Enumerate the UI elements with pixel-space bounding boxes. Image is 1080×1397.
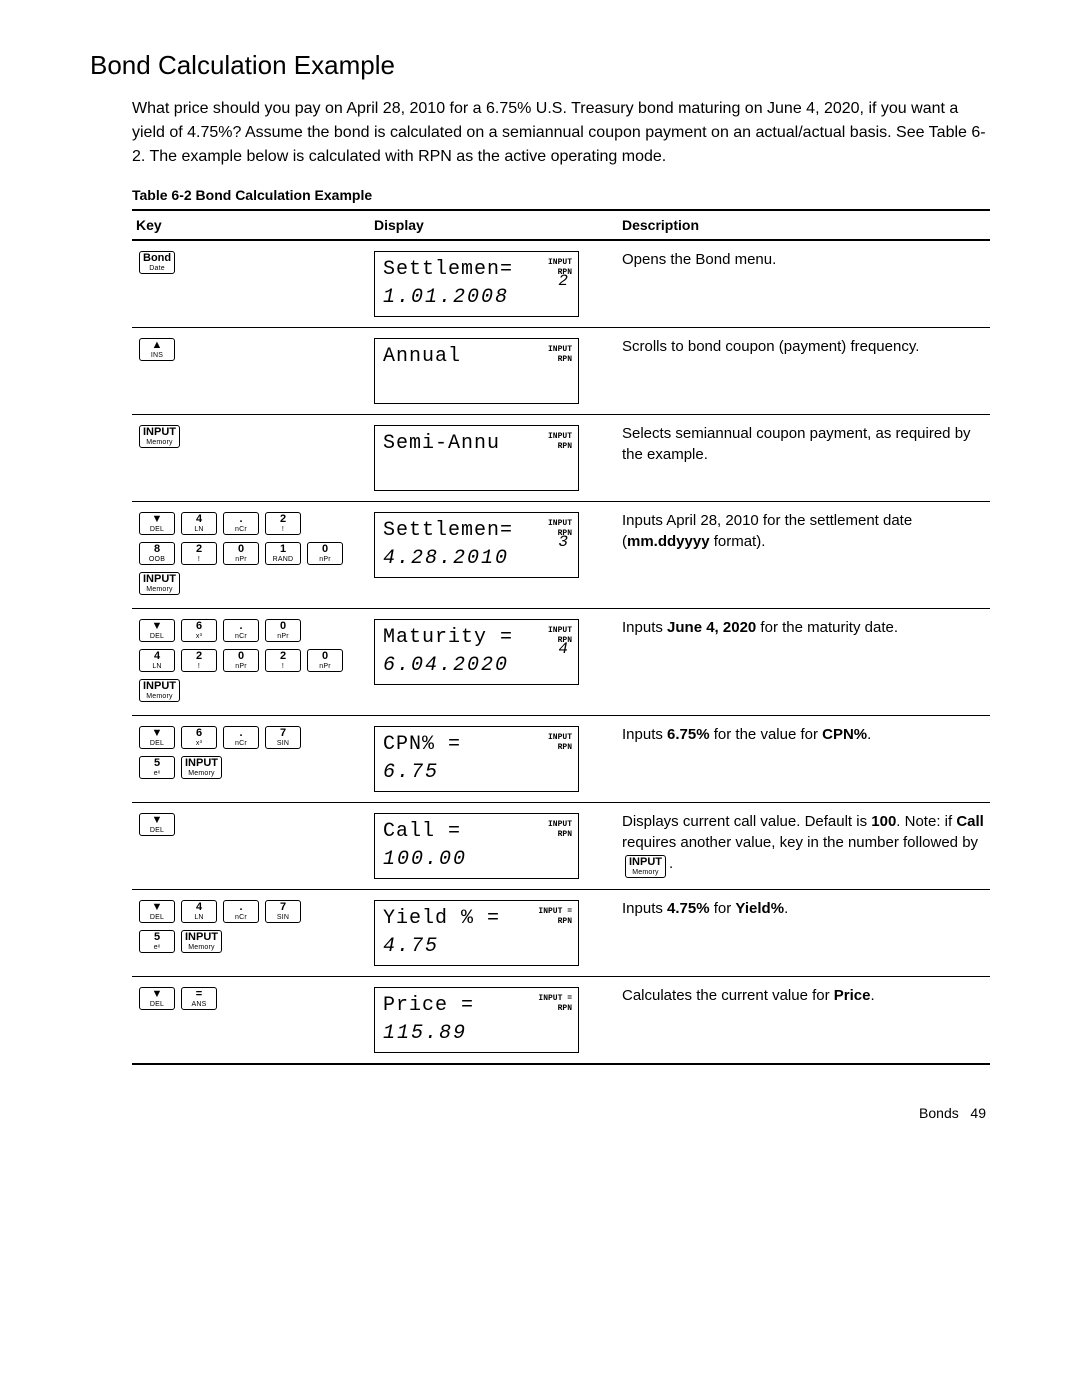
table-row: ▼DEL 4LN .nCr 2! 8OOB 2! 0nPr 1RAND 0nPr INPUTMem… (132, 502, 990, 609)
calc-key: 4LN (181, 512, 217, 535)
calc-key: 0nPr (223, 542, 259, 565)
table-row: ▼DEL INPUTRPNCall =100.00 Displays current… (132, 803, 990, 890)
row-description: Selects semiannual coupon payment, as re… (618, 415, 990, 502)
calc-key: =ANS (181, 987, 217, 1010)
calc-key: 0nPr (307, 542, 343, 565)
table-row: ▼DEL 4LN .nCr 7SIN 5eˣ INPUTMemory INPUT =RPNY… (132, 890, 990, 977)
calc-key: BondDate (139, 251, 175, 274)
calc-key: 5eˣ (139, 930, 175, 953)
row-description: Scrolls to bond coupon (payment) frequen… (618, 328, 990, 415)
calc-screen: INPUTRPN4Maturity =6.04.2020 (374, 619, 579, 685)
calc-screen: INPUTRPNAnnual (374, 338, 579, 404)
table-row: BondDate INPUTRPN2Settlemen=1.01.2008 Open… (132, 240, 990, 328)
row-description: Inputs 6.75% for the value for CPN%. (618, 716, 990, 803)
bond-calc-table: Key Display Description BondDate INPUTRPN… (132, 209, 990, 1065)
calc-key: 4LN (181, 900, 217, 923)
table-row: ▼DEL =ANS INPUT =RPNPrice =115.89 Calculate… (132, 977, 990, 1065)
calc-key: .nCr (223, 512, 259, 535)
calc-key: 7SIN (265, 900, 301, 923)
calc-screen: INPUTRPNCall =100.00 (374, 813, 579, 879)
calc-key: 0nPr (265, 619, 301, 642)
footer-section: Bonds (919, 1105, 959, 1121)
calc-key: INPUTMemory (181, 756, 222, 779)
calc-key: ▼DEL (139, 813, 175, 836)
calc-screen: INPUTRPNSemi-Annu (374, 425, 579, 491)
calc-key: 6x³ (181, 726, 217, 749)
intro-paragraph: What price should you pay on April 28, 2… (132, 97, 990, 169)
calc-key: 2! (265, 512, 301, 535)
calc-key: INPUTMemory (139, 572, 180, 595)
input-key-inline: INPUTMemory (625, 855, 666, 878)
calc-key: INPUTMemory (139, 679, 180, 702)
footer-page: 49 (970, 1105, 986, 1121)
col-display: Display (370, 210, 618, 240)
calc-key: ▲INS (139, 338, 175, 361)
col-key: Key (132, 210, 370, 240)
calc-key: 6x³ (181, 619, 217, 642)
row-description: Calculates the current value for Price. (618, 977, 990, 1065)
calc-key: .nCr (223, 726, 259, 749)
table-caption: Table 6-2 Bond Calculation Example (132, 187, 990, 203)
calc-screen: INPUTRPNCPN% =6.75 (374, 726, 579, 792)
calc-key: ▼DEL (139, 726, 175, 749)
calc-screen: INPUT =RPNPrice =115.89 (374, 987, 579, 1053)
calc-key: .nCr (223, 900, 259, 923)
calc-key: 4LN (139, 649, 175, 672)
calc-key: ▼DEL (139, 512, 175, 535)
row-description: Inputs April 28, 2010 for the settlement… (618, 502, 990, 609)
calc-key: 2! (265, 649, 301, 672)
calc-key: 0nPr (307, 649, 343, 672)
calc-key: 0nPr (223, 649, 259, 672)
calc-key: INPUTMemory (139, 425, 180, 448)
table-row: ▼DEL 6x³ .nCr 7SIN 5eˣ INPUTMemory INPUTRPNCPN… (132, 716, 990, 803)
calc-screen: INPUT =RPNYield % =4.75 (374, 900, 579, 966)
calc-key: INPUTMemory (181, 930, 222, 953)
calc-key: ▼DEL (139, 987, 175, 1010)
calc-key: 2! (181, 649, 217, 672)
col-description: Description (618, 210, 990, 240)
row-description: Inputs June 4, 2020 for the maturity dat… (618, 609, 990, 716)
calc-key: 2! (181, 542, 217, 565)
page-footer: Bonds 49 (90, 1105, 990, 1121)
row-description: Inputs 4.75% for Yield%. (618, 890, 990, 977)
calc-key: 5eˣ (139, 756, 175, 779)
table-row: INPUTMemory INPUTRPNSemi-Annu Selects semi… (132, 415, 990, 502)
calc-key: 7SIN (265, 726, 301, 749)
table-row: ▲INS INPUTRPNAnnual Scrolls to bond coupon… (132, 328, 990, 415)
row-description: Opens the Bond menu. (618, 240, 990, 328)
calc-key: ▼DEL (139, 619, 175, 642)
calc-key: .nCr (223, 619, 259, 642)
calc-key: 1RAND (265, 542, 301, 565)
table-row: ▼DEL 6x³ .nCr 0nPr 4LN 2! 0nPr 2! 0nPr INPUTMemor… (132, 609, 990, 716)
section-heading: Bond Calculation Example (90, 50, 990, 81)
calc-key: 8OOB (139, 542, 175, 565)
row-description: Displays current call value. Default is … (618, 803, 990, 890)
calc-key: ▼DEL (139, 900, 175, 923)
calc-screen: INPUTRPN3Settlemen=4.28.2010 (374, 512, 579, 578)
calc-screen: INPUTRPN2Settlemen=1.01.2008 (374, 251, 579, 317)
